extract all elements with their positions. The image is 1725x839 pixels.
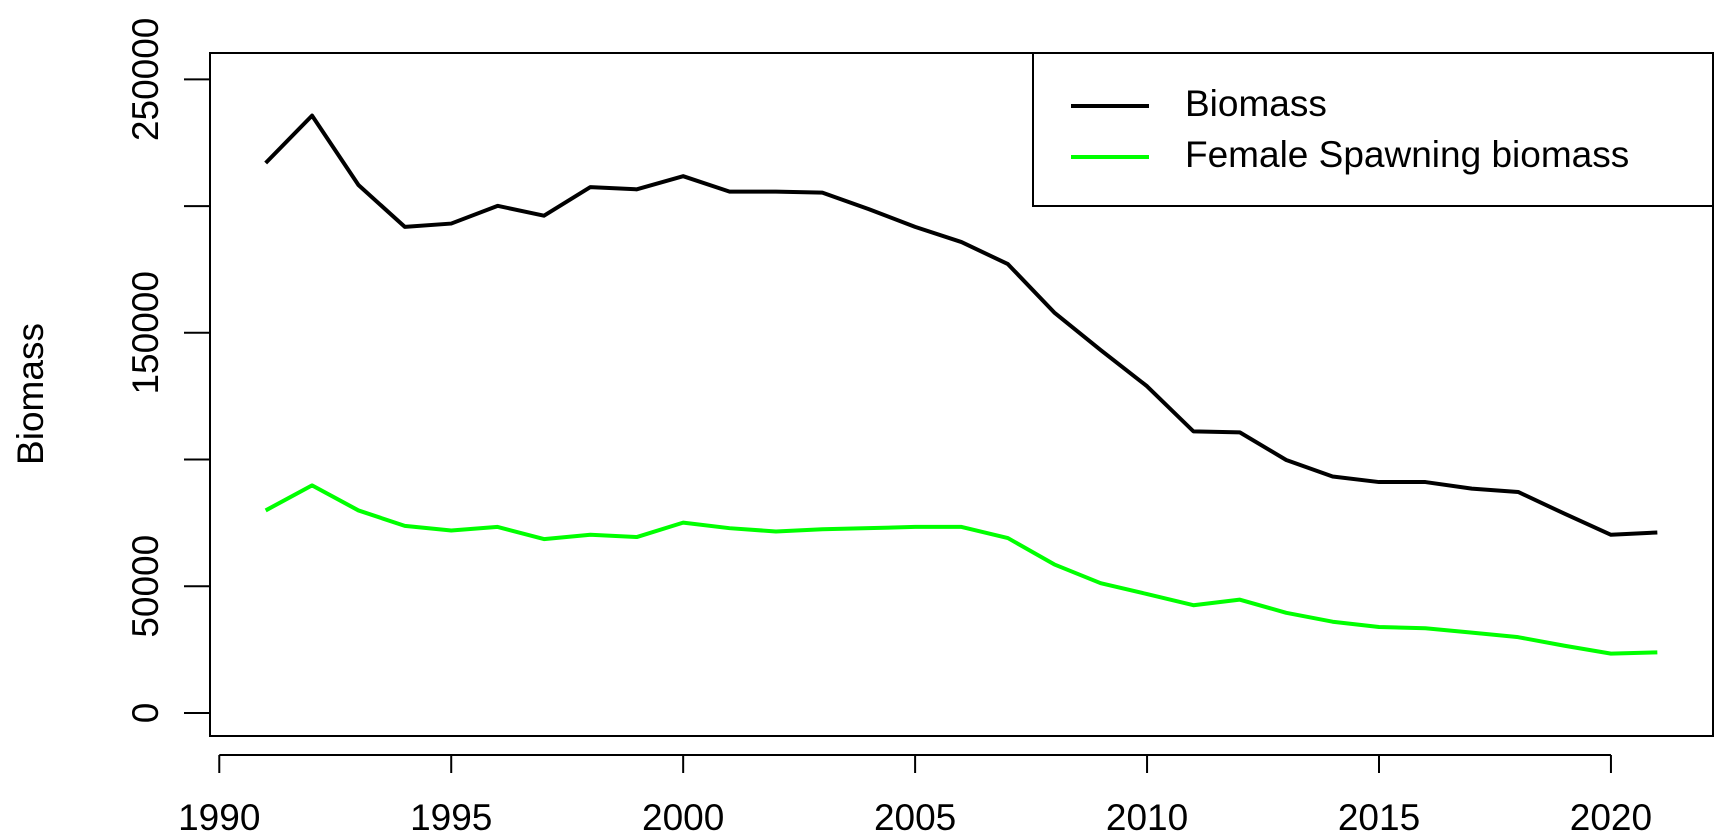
legend-label: Female Spawning biomass xyxy=(1185,134,1629,175)
series-line xyxy=(264,113,1658,537)
y-tick-label: 0 xyxy=(125,703,166,724)
plot-frame xyxy=(209,52,1714,737)
x-tick-label: 2020 xyxy=(1570,797,1652,838)
x-tick-label: 2015 xyxy=(1338,797,1420,838)
legend-box xyxy=(1032,52,1714,207)
y-tick-label: 50000 xyxy=(125,535,166,638)
legend-label: Biomass xyxy=(1185,83,1327,124)
x-tick-label: 1990 xyxy=(178,797,260,838)
x-tick-label: 2005 xyxy=(874,797,956,838)
x-tick-label: 2010 xyxy=(1106,797,1188,838)
series-line xyxy=(264,483,1658,656)
y-tick-label: 150000 xyxy=(125,271,166,394)
x-tick-label: 2000 xyxy=(642,797,724,838)
y-tick-label: 250000 xyxy=(125,18,166,141)
y-axis-title: Biomass xyxy=(10,323,51,465)
x-tick-label: 1995 xyxy=(410,797,492,838)
